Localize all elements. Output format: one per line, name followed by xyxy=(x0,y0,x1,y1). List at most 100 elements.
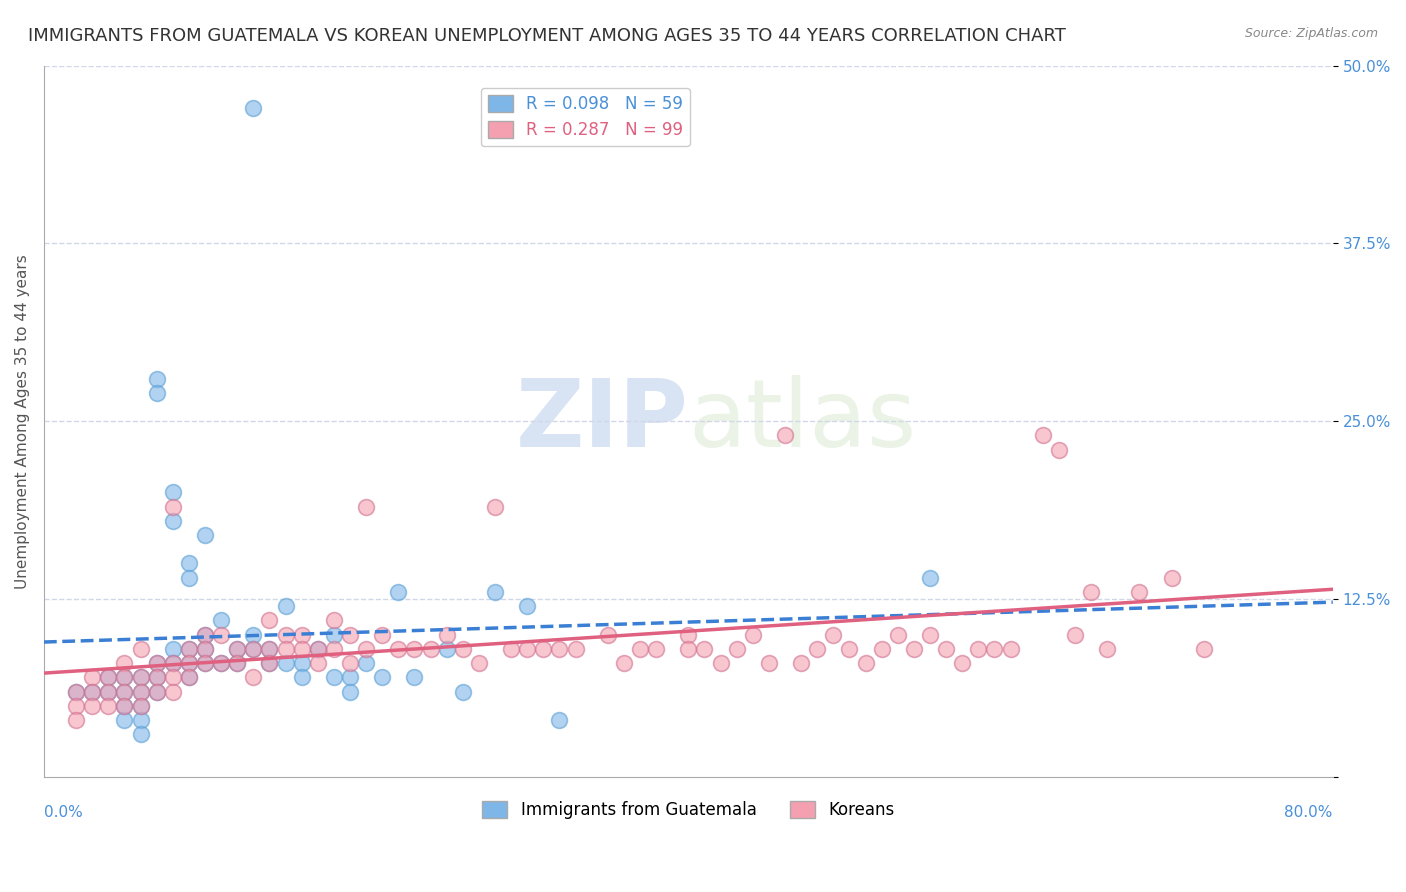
Point xyxy=(114,684,136,698)
Point xyxy=(97,670,120,684)
Point xyxy=(259,656,281,670)
Point xyxy=(82,684,104,698)
Point xyxy=(129,698,152,713)
Point xyxy=(274,656,297,670)
Point xyxy=(339,684,361,698)
Point xyxy=(242,670,264,684)
Point xyxy=(1192,641,1215,656)
Point xyxy=(209,656,232,670)
Point xyxy=(291,641,314,656)
Point xyxy=(162,656,184,670)
Point xyxy=(387,585,409,599)
Point xyxy=(645,641,668,656)
Point xyxy=(209,656,232,670)
Point xyxy=(259,614,281,628)
Point xyxy=(322,627,344,641)
Point xyxy=(129,713,152,727)
Point xyxy=(114,684,136,698)
Text: 80.0%: 80.0% xyxy=(1285,805,1333,821)
Point xyxy=(1160,571,1182,585)
Point xyxy=(596,627,619,641)
Point xyxy=(354,656,377,670)
Point xyxy=(226,656,249,670)
Point xyxy=(371,670,394,684)
Point xyxy=(709,656,731,670)
Point xyxy=(1095,641,1118,656)
Point xyxy=(307,641,329,656)
Point xyxy=(162,641,184,656)
Point xyxy=(404,641,426,656)
Point xyxy=(436,641,458,656)
Point xyxy=(870,641,893,656)
Point xyxy=(983,641,1005,656)
Point xyxy=(451,684,474,698)
Point xyxy=(451,641,474,656)
Point xyxy=(114,656,136,670)
Point xyxy=(129,684,152,698)
Point xyxy=(339,627,361,641)
Point xyxy=(129,727,152,741)
Point xyxy=(145,670,167,684)
Point xyxy=(114,670,136,684)
Point xyxy=(613,656,636,670)
Point xyxy=(404,670,426,684)
Point xyxy=(484,585,506,599)
Point xyxy=(162,500,184,514)
Point xyxy=(741,627,763,641)
Point xyxy=(1000,641,1022,656)
Point xyxy=(918,571,941,585)
Point xyxy=(1032,428,1054,442)
Point xyxy=(194,528,217,542)
Point xyxy=(1128,585,1150,599)
Point xyxy=(806,641,828,656)
Point xyxy=(114,698,136,713)
Point xyxy=(97,698,120,713)
Point xyxy=(114,670,136,684)
Point xyxy=(291,670,314,684)
Point xyxy=(371,627,394,641)
Point xyxy=(65,713,87,727)
Point xyxy=(162,684,184,698)
Point xyxy=(242,641,264,656)
Point xyxy=(97,684,120,698)
Point xyxy=(274,599,297,614)
Point xyxy=(82,698,104,713)
Point xyxy=(177,670,200,684)
Text: ZIP: ZIP xyxy=(516,376,689,467)
Point xyxy=(194,641,217,656)
Point xyxy=(194,656,217,670)
Point xyxy=(678,641,700,656)
Point xyxy=(129,670,152,684)
Point xyxy=(114,698,136,713)
Point xyxy=(678,627,700,641)
Point xyxy=(226,641,249,656)
Point xyxy=(419,641,441,656)
Point xyxy=(274,627,297,641)
Point xyxy=(194,641,217,656)
Point xyxy=(177,557,200,571)
Point xyxy=(145,684,167,698)
Point xyxy=(259,656,281,670)
Point xyxy=(967,641,990,656)
Point xyxy=(65,698,87,713)
Point xyxy=(177,670,200,684)
Point xyxy=(484,500,506,514)
Point xyxy=(274,641,297,656)
Point xyxy=(628,641,651,656)
Point xyxy=(162,485,184,500)
Point xyxy=(209,614,232,628)
Point xyxy=(548,713,571,727)
Point xyxy=(242,641,264,656)
Point xyxy=(693,641,716,656)
Point xyxy=(65,684,87,698)
Point xyxy=(1047,442,1070,457)
Point xyxy=(129,698,152,713)
Point xyxy=(259,641,281,656)
Point xyxy=(725,641,748,656)
Point xyxy=(531,641,554,656)
Text: 0.0%: 0.0% xyxy=(44,805,83,821)
Point xyxy=(516,641,538,656)
Point xyxy=(354,500,377,514)
Point xyxy=(501,641,523,656)
Point xyxy=(82,684,104,698)
